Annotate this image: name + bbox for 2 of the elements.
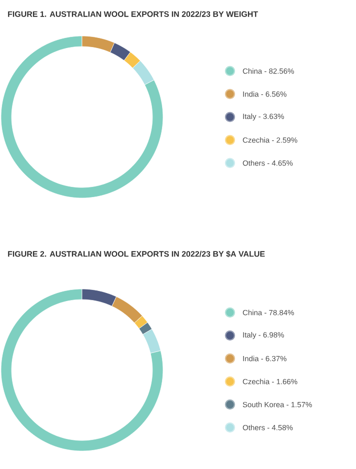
chart-title: FIGURE 2. AUSTRALIAN WOOL EXPORTS IN 2022/23 BY $A VALUE (8, 250, 265, 258)
chart-title: FIGURE 1. AUSTRALIAN WOOL EXPORTS IN 2022/23 BY WEIGHT (8, 11, 258, 17)
